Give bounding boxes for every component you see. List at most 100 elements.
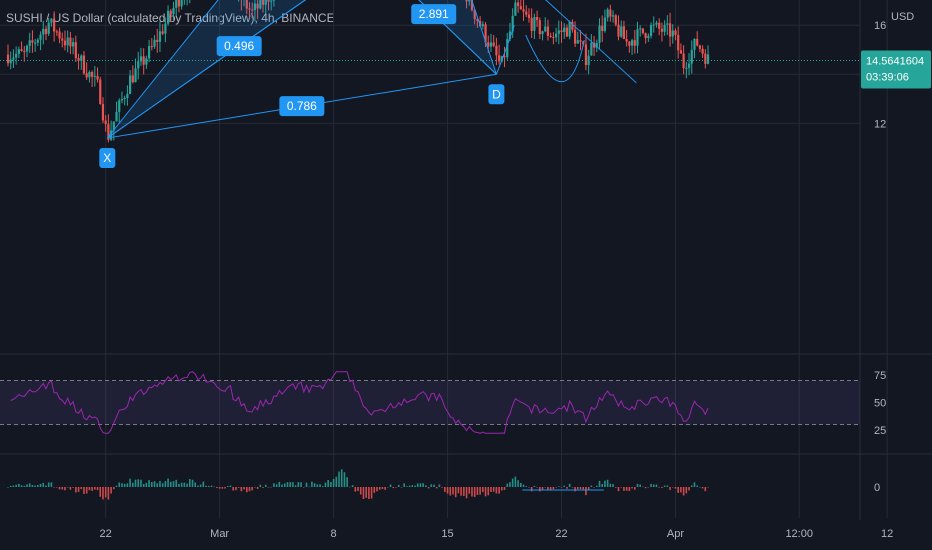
candle-body: [620, 26, 623, 37]
candle-body: [655, 22, 658, 25]
last-price-tag: [861, 50, 931, 89]
histogram-bar: [110, 487, 112, 494]
histogram-bar: [609, 483, 612, 487]
histogram-bar: [484, 487, 487, 497]
candle-body: [36, 39, 39, 43]
histogram-bar: [349, 486, 351, 488]
histogram-bar: [102, 487, 104, 500]
candle-body: [636, 29, 639, 46]
ratio-badge: [411, 4, 457, 25]
price-tick-label: 12: [874, 118, 886, 130]
candle-body: [560, 30, 563, 32]
histogram-bar: [381, 487, 384, 490]
histogram-bar: [566, 487, 568, 489]
pattern-point-d: D: [488, 84, 505, 105]
histogram-bar: [297, 482, 300, 487]
candle-body: [91, 72, 94, 77]
histogram-bar: [20, 485, 23, 487]
candle-body: [649, 25, 653, 36]
histogram-bar: [544, 487, 547, 488]
histogram-bar: [463, 487, 465, 496]
histogram-bar: [707, 487, 709, 488]
candle-body: [256, 3, 259, 9]
point-label: D: [492, 87, 501, 101]
rsi-tick-label: 75: [874, 370, 886, 382]
histogram-bar: [104, 487, 107, 498]
histogram-bar: [460, 487, 462, 496]
candle-body: [93, 75, 96, 77]
histogram-bar: [202, 481, 205, 487]
candle-body: [652, 24, 655, 26]
histogram-bar: [88, 487, 91, 491]
histogram-bar: [321, 486, 324, 487]
candle-body: [44, 28, 48, 34]
histogram-bar: [256, 487, 259, 489]
candle-body: [34, 42, 37, 44]
candle-body: [58, 31, 61, 39]
candle-body: [31, 40, 34, 43]
time-tick-label: Mar: [210, 528, 229, 540]
histogram-bar: [536, 487, 538, 488]
histogram-bar: [351, 485, 354, 487]
ratio-badge: [216, 36, 262, 57]
histogram-bar: [530, 487, 533, 492]
candle-body: [706, 54, 710, 64]
histogram-bar: [354, 487, 357, 492]
candle-body: [622, 26, 626, 40]
histogram-bar: [28, 483, 31, 487]
pattern-point-x: X: [99, 148, 116, 169]
candle-body: [644, 33, 647, 38]
histogram-bar: [438, 484, 441, 487]
candle-body: [495, 45, 498, 56]
candle-body: [272, 0, 276, 1]
ratio-value: 0.786: [287, 99, 317, 113]
histogram-bar: [175, 479, 178, 487]
histogram-bar: [56, 487, 58, 488]
histogram-bar: [72, 487, 74, 488]
histogram-bar: [617, 487, 620, 492]
histogram-bar: [582, 487, 585, 490]
histogram-bar: [661, 487, 663, 488]
histogram-bar: [47, 482, 50, 487]
histogram-bar: [327, 480, 329, 487]
candle-body: [611, 15, 615, 17]
candle-body: [698, 45, 701, 49]
histogram-bar: [275, 484, 278, 487]
histogram-bar: [416, 483, 419, 487]
histogram-bar: [107, 487, 110, 500]
candles: [6, 0, 710, 143]
candle-body: [468, 0, 471, 2]
candle-body: [156, 39, 159, 42]
candle-body: [614, 15, 617, 25]
candle-body: [601, 25, 604, 31]
candle-body: [23, 51, 26, 53]
histogram-bar: [332, 478, 335, 487]
candle-body: [245, 0, 248, 9]
histogram-bar: [80, 487, 83, 490]
histogram-bar: [574, 487, 576, 492]
histogram-bar: [283, 483, 286, 487]
candle-body: [134, 68, 137, 83]
histogram-bar: [403, 483, 405, 487]
histogram-bar: [598, 480, 601, 487]
histogram-bar: [338, 471, 340, 487]
histogram-bar: [237, 487, 240, 488]
histogram-bar: [511, 478, 514, 487]
histogram-bar: [414, 485, 416, 487]
histogram-bar: [601, 483, 604, 487]
histogram-bar: [628, 487, 631, 492]
time-tick-label: 22: [555, 528, 567, 540]
candle-body: [568, 21, 571, 37]
candle-body: [595, 42, 598, 48]
histogram-bar: [77, 487, 80, 492]
histogram-bar: [457, 487, 460, 494]
histogram-bar: [568, 483, 571, 487]
histogram-bar: [625, 487, 628, 491]
candle-body: [153, 39, 156, 47]
candle-body: [696, 38, 699, 46]
histogram-bar: [183, 482, 186, 487]
histogram-bar: [506, 483, 509, 487]
histogram-bar: [558, 486, 560, 487]
histogram-bar: [479, 487, 481, 495]
